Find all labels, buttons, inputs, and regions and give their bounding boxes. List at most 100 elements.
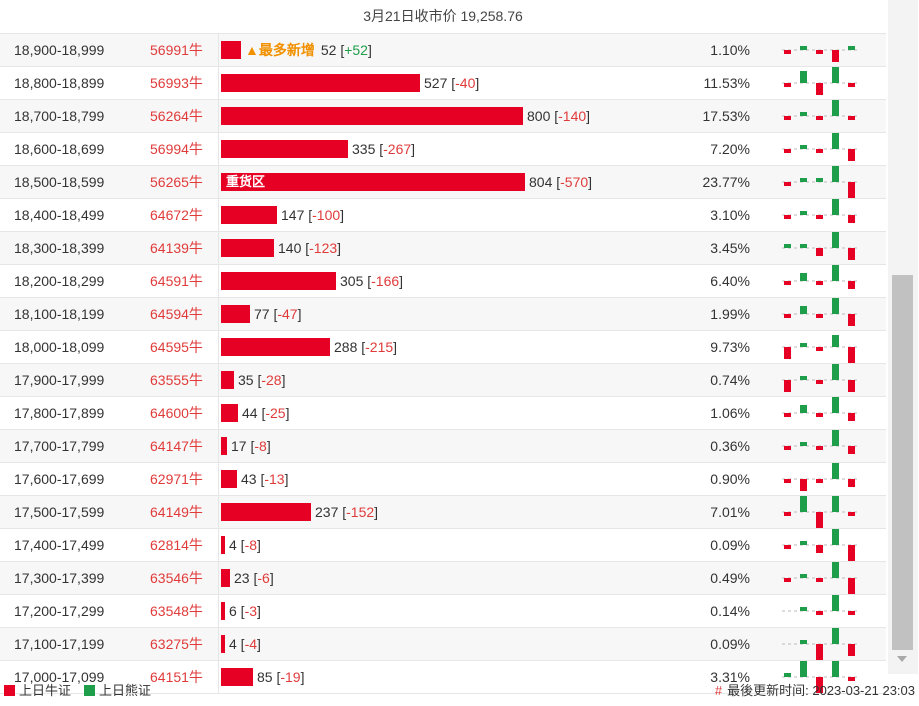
table-row[interactable]: 17,000-17,099 64151牛 85 [-19] 3.31% xyxy=(0,661,886,694)
volume-bar xyxy=(221,305,250,323)
volume-bar xyxy=(221,404,238,422)
table-row[interactable]: 18,000-18,099 64595牛 288 [-215] 9.73% xyxy=(0,331,886,364)
price-range: 17,400-17,499 xyxy=(14,537,105,553)
volume-change: -100 xyxy=(312,207,341,223)
mini-trend-chart xyxy=(782,46,860,62)
mini-chart-bar xyxy=(816,149,823,153)
mini-chart-bar xyxy=(816,611,823,615)
mini-chart-bar xyxy=(816,248,823,256)
table-row[interactable]: 17,200-17,299 63548牛 6 [-3] 0.14% xyxy=(0,595,886,628)
warrant-code-link[interactable]: 63548牛 xyxy=(150,603,203,619)
column-divider xyxy=(218,199,219,231)
mini-chart-bar xyxy=(832,199,839,215)
volume-text: 4 [-4] xyxy=(229,636,261,652)
table-row[interactable]: 18,400-18,499 64672牛 147 [-100] 3.10% xyxy=(0,199,886,232)
warrant-code-link[interactable]: 56994牛 xyxy=(150,141,203,157)
volume-bar xyxy=(221,668,253,686)
mini-chart-bar xyxy=(848,578,855,594)
table-row[interactable]: 17,600-17,699 62971牛 43 [-13] 0.90% xyxy=(0,463,886,496)
warrant-code-link[interactable]: 64594牛 xyxy=(150,306,203,322)
table-row[interactable]: 17,300-17,399 63546牛 23 [-6] 0.49% xyxy=(0,562,886,595)
warrant-code-link[interactable]: 62814牛 xyxy=(150,537,203,553)
mini-chart-bar xyxy=(800,46,807,50)
column-divider xyxy=(218,562,219,594)
vertical-scrollbar[interactable] xyxy=(888,0,918,674)
warrant-code-link[interactable]: 64151牛 xyxy=(150,669,203,685)
legend-bear-label: 上日熊证 xyxy=(99,683,152,698)
footer: 上日牛证 上日熊证 # 最後更新时间: 2023-03-21 23:03 xyxy=(0,677,919,706)
mini-chart-bar xyxy=(848,116,855,120)
mini-trend-chart xyxy=(782,628,860,660)
warrant-code-link[interactable]: 64149牛 xyxy=(150,504,203,520)
price-range: 18,300-18,399 xyxy=(14,240,105,256)
scroll-down-arrow-icon[interactable] xyxy=(897,656,907,662)
table-row[interactable]: 18,700-18,799 56264牛 800 [-140] 17.53% xyxy=(0,100,886,133)
warrant-code-link[interactable]: 56993牛 xyxy=(150,75,203,91)
table-row[interactable]: 17,400-17,499 62814牛 4 [-8] 0.09% xyxy=(0,529,886,562)
distribution-table: 3月21日收市价 19,258.76 18,900-18,999 56991牛 ▲最… xyxy=(0,8,886,694)
table-row[interactable]: 18,600-18,699 56994牛 335 [-267] 7.20% xyxy=(0,133,886,166)
table-row[interactable]: 18,800-18,899 56993牛 527 [-40] 11.53% xyxy=(0,67,886,100)
scrollbar-thumb[interactable] xyxy=(892,275,913,650)
mini-chart-bar xyxy=(832,67,839,83)
mini-trend-chart xyxy=(782,232,860,260)
percentage: 0.09% xyxy=(710,636,750,652)
volume-change: -152 xyxy=(346,504,375,520)
mini-chart-bar xyxy=(816,347,823,351)
mini-chart-bar xyxy=(800,343,807,347)
price-range: 17,700-17,799 xyxy=(14,438,105,454)
warrant-code-link[interactable]: 63546牛 xyxy=(150,570,203,586)
mini-chart-bar xyxy=(848,347,855,363)
volume-bar xyxy=(221,206,277,224)
price-range: 17,800-17,899 xyxy=(14,405,105,421)
column-divider xyxy=(218,298,219,330)
warrant-code-link[interactable]: 63555牛 xyxy=(150,372,203,388)
warrant-code-link[interactable]: 64591牛 xyxy=(150,273,203,289)
warrant-code-link[interactable]: 56264牛 xyxy=(150,108,203,124)
warrant-code-link[interactable]: 64672牛 xyxy=(150,207,203,223)
warrant-code-link[interactable]: 64139牛 xyxy=(150,240,203,256)
table-row[interactable]: 18,500-18,599 56265牛 重货区 804 [-570] 23.77% xyxy=(0,166,886,199)
mini-chart-bar xyxy=(832,397,839,413)
table-row[interactable]: 18,300-18,399 64139牛 140 [-123] 3.45% xyxy=(0,232,886,265)
table-row[interactable]: 17,500-17,599 64149牛 237 [-152] 7.01% xyxy=(0,496,886,529)
volume-text: ▲最多新增 52 [+52] xyxy=(245,42,372,58)
price-range: 18,900-18,999 xyxy=(14,42,105,58)
mini-chart-bar xyxy=(784,347,791,359)
mini-chart-bar xyxy=(832,463,839,479)
warrant-code-link[interactable]: 64595牛 xyxy=(150,339,203,355)
column-divider xyxy=(218,100,219,132)
warrant-code-link[interactable]: 64600牛 xyxy=(150,405,203,421)
warrant-code-link[interactable]: 63275牛 xyxy=(150,636,203,652)
mini-chart-bar xyxy=(800,376,807,380)
mini-chart-bar xyxy=(816,413,823,417)
table-row[interactable]: 17,700-17,799 64147牛 17 [-8] 0.36% xyxy=(0,430,886,463)
table-row[interactable]: 17,900-17,999 63555牛 35 [-28] 0.74% xyxy=(0,364,886,397)
mini-chart-bar xyxy=(848,512,855,516)
percentage: 11.53% xyxy=(703,75,750,91)
volume-text: 140 [-123] xyxy=(278,240,342,256)
mini-trend-chart xyxy=(782,133,860,161)
mini-chart-bar xyxy=(784,281,791,285)
price-range: 17,600-17,699 xyxy=(14,471,105,487)
table-row[interactable]: 17,800-17,899 64600牛 44 [-25] 1.06% xyxy=(0,397,886,430)
warrant-code-link[interactable]: 56991牛 xyxy=(150,42,203,58)
warrant-code-link[interactable]: 62971牛 xyxy=(150,471,203,487)
table-row[interactable]: 18,100-18,199 64594牛 77 [-47] 1.99% xyxy=(0,298,886,331)
mini-trend-chart xyxy=(782,430,860,454)
mini-chart-bar xyxy=(784,380,791,392)
mini-chart-bar xyxy=(800,661,807,677)
volume-change: -166 xyxy=(371,273,400,289)
volume-change: -8 xyxy=(244,537,258,553)
table-row[interactable]: 18,200-18,299 64591牛 305 [-166] 6.40% xyxy=(0,265,886,298)
table-row[interactable]: 17,100-17,199 63275牛 4 [-4] 0.09% xyxy=(0,628,886,661)
warrant-code-link[interactable]: 56265牛 xyxy=(150,174,203,190)
mini-chart-bar xyxy=(848,644,855,656)
mini-chart-bar xyxy=(784,50,791,54)
warrant-code-link[interactable]: 64147牛 xyxy=(150,438,203,454)
mini-chart-bar xyxy=(816,116,823,120)
volume-text: 43 [-13] xyxy=(241,471,289,487)
mini-chart-bar xyxy=(800,496,807,512)
percentage: 7.01% xyxy=(710,504,750,520)
table-row[interactable]: 18,900-18,999 56991牛 ▲最多新增 52 [+52] 1.10% xyxy=(0,34,886,67)
